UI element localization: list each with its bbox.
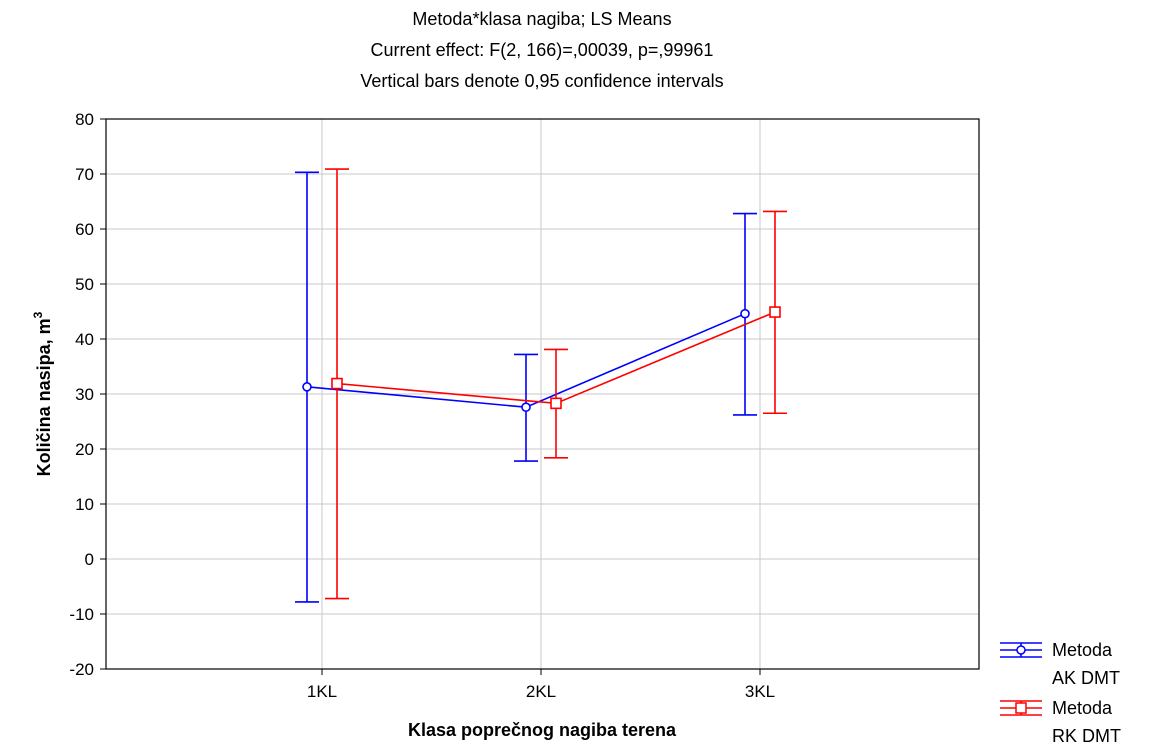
y-tick-label: 60 xyxy=(75,220,94,239)
y-tick-label: 10 xyxy=(75,495,94,514)
legend-item-ak-dmt: Metoda AK DMT xyxy=(1000,640,1120,688)
data-point xyxy=(521,402,531,413)
x-tick-label: 2KL xyxy=(526,682,556,701)
y-tick-label: 70 xyxy=(75,165,94,184)
y-tick-label: 80 xyxy=(75,110,94,129)
legend-label: AK DMT xyxy=(1052,668,1120,688)
x-axis: 1KL 2KL 3KL xyxy=(307,669,775,701)
y-tick-label: 0 xyxy=(85,550,94,569)
y-axis-title-text: Količina nasipa, m xyxy=(34,318,54,476)
data-point xyxy=(302,382,312,392)
y-tick-label: 20 xyxy=(75,440,94,459)
y-axis-title-superscript: 3 xyxy=(31,311,45,318)
series-ak-dmt xyxy=(295,171,757,603)
data-point xyxy=(331,377,343,390)
y-tick-label: -20 xyxy=(69,660,94,679)
y-tick-label: 30 xyxy=(75,385,94,404)
y-tick-label: 40 xyxy=(75,330,94,349)
y-axis: -20 -10 0 10 20 30 40 50 60 70 80 xyxy=(69,110,106,679)
x-tick-label: 1KL xyxy=(307,682,337,701)
series-layer xyxy=(295,168,787,603)
y-tick-label: 50 xyxy=(75,275,94,294)
data-point xyxy=(550,397,562,410)
grid xyxy=(106,118,979,670)
chart-subtitle-effect: Current effect: F(2, 166)=,00039, p=,999… xyxy=(371,40,714,60)
legend: Metoda AK DMT Metoda RK DMT xyxy=(1000,640,1121,746)
y-tick-label: -10 xyxy=(69,605,94,624)
data-point xyxy=(740,308,750,319)
legend-item-rk-dmt: Metoda RK DMT xyxy=(1000,698,1121,746)
y-axis-title: Količina nasipa, m3 xyxy=(31,311,54,476)
series-rk-dmt xyxy=(325,168,787,600)
data-point xyxy=(769,306,781,318)
chart-subtitle-ci: Vertical bars denote 0,95 confidence int… xyxy=(360,71,723,91)
legend-label: Metoda xyxy=(1052,698,1113,718)
legend-label: RK DMT xyxy=(1052,726,1121,746)
chart-title: Metoda*klasa nagiba; LS Means xyxy=(412,9,671,29)
legend-label: Metoda xyxy=(1052,640,1113,660)
x-axis-title: Klasa poprečnog nagiba terena xyxy=(408,720,677,740)
legend-marker xyxy=(1015,702,1027,714)
legend-marker xyxy=(1016,645,1026,655)
x-tick-label: 3KL xyxy=(745,682,775,701)
